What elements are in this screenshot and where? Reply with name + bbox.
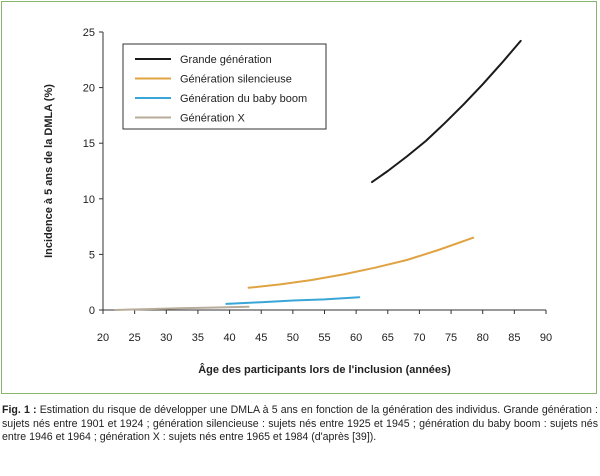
- x-tick-label: 85: [508, 332, 520, 344]
- y-tick-label: 15: [83, 138, 95, 150]
- series-line-0: [371, 39, 522, 184]
- y-tick-label: 25: [83, 27, 95, 39]
- x-tick-label: 50: [287, 332, 299, 344]
- x-tick-label: 55: [318, 332, 330, 344]
- x-tick-label: 35: [192, 332, 204, 344]
- figure-caption: Fig. 1 : Estimation du risque de dévelop…: [2, 404, 598, 445]
- x-tick-label: 65: [382, 332, 394, 344]
- x-tick-label: 75: [445, 332, 457, 344]
- series-lines: [114, 39, 522, 311]
- x-tick-label: 25: [129, 332, 141, 344]
- y-tick-label: 20: [83, 83, 95, 95]
- series-line-2: [225, 296, 361, 305]
- x-tick-label: 70: [413, 332, 425, 344]
- x-tick-label: 80: [477, 332, 489, 344]
- x-tick-label: 45: [255, 332, 267, 344]
- x-axis-title: Âge des participants lors de l'inclusion…: [198, 363, 451, 376]
- x-tick-label: 20: [97, 332, 109, 344]
- legend-entry: Génération du baby boom: [180, 93, 307, 105]
- legend-entry: Génération X: [180, 113, 245, 125]
- legend-entry: Génération silencieuse: [180, 74, 292, 86]
- legend-entry: Grande génération: [180, 54, 272, 66]
- series-line-1: [247, 236, 475, 289]
- y-tick-label: 10: [83, 194, 95, 206]
- x-tick-label: 90: [540, 332, 552, 344]
- series-line-3: [114, 305, 250, 311]
- axes: 0 5 10 15 20 25 20 25 30 35 40 45 50 55 60 65 70 75 80 85 90…: [43, 27, 552, 376]
- y-tick-label: 0: [89, 305, 95, 317]
- x-tick-label: 30: [160, 332, 172, 344]
- chart: 0 5 10 15 20 25 20 25 30 35 40 45 50 55 60 65 70 75 80 85 90…: [43, 27, 552, 376]
- caption-text: Estimation du risque de développer une D…: [2, 404, 599, 444]
- caption-label: Fig. 1 :: [2, 404, 37, 416]
- x-tick-label: 60: [350, 332, 362, 344]
- y-tick-label: 5: [89, 249, 95, 261]
- x-tick-label: 40: [223, 332, 235, 344]
- y-axis-title: Incidence à 5 ans de la DMLA (%): [43, 84, 55, 258]
- legend: Grande génération Génération silencieuse G…: [122, 43, 327, 130]
